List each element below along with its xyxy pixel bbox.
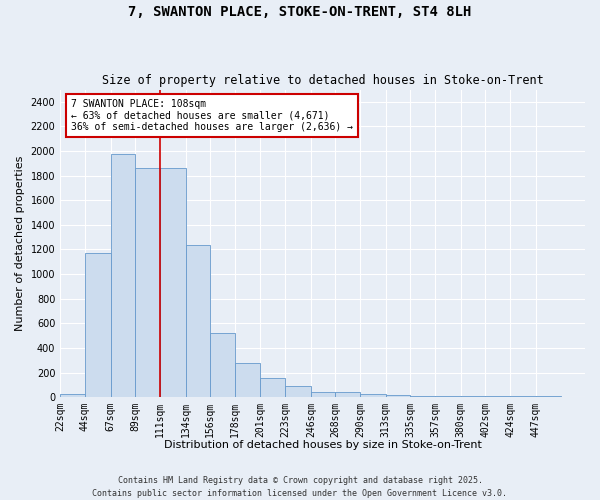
Bar	[360, 394, 386, 397]
Text: Contains HM Land Registry data © Crown copyright and database right 2025.
Contai: Contains HM Land Registry data © Crown c…	[92, 476, 508, 498]
Bar	[160, 168, 185, 397]
Bar	[285, 386, 311, 397]
Y-axis label: Number of detached properties: Number of detached properties	[15, 156, 25, 331]
Bar	[461, 396, 485, 397]
Bar	[311, 392, 335, 397]
Bar	[60, 394, 85, 397]
Bar	[260, 378, 285, 397]
Bar	[536, 396, 562, 397]
Bar	[235, 364, 260, 397]
Bar	[110, 154, 135, 397]
Bar	[210, 333, 235, 397]
Bar	[485, 396, 510, 397]
Bar	[185, 244, 210, 397]
Text: 7, SWANTON PLACE, STOKE-ON-TRENT, ST4 8LH: 7, SWANTON PLACE, STOKE-ON-TRENT, ST4 8L…	[128, 5, 472, 19]
Bar	[85, 253, 110, 397]
X-axis label: Distribution of detached houses by size in Stoke-on-Trent: Distribution of detached houses by size …	[164, 440, 482, 450]
Bar	[410, 396, 435, 397]
Bar	[386, 394, 410, 397]
Bar	[510, 396, 536, 397]
Text: 7 SWANTON PLACE: 108sqm
← 63% of detached houses are smaller (4,671)
36% of semi: 7 SWANTON PLACE: 108sqm ← 63% of detache…	[71, 99, 353, 132]
Bar	[135, 168, 160, 397]
Bar	[335, 392, 360, 397]
Title: Size of property relative to detached houses in Stoke-on-Trent: Size of property relative to detached ho…	[102, 74, 544, 87]
Bar	[435, 396, 461, 397]
